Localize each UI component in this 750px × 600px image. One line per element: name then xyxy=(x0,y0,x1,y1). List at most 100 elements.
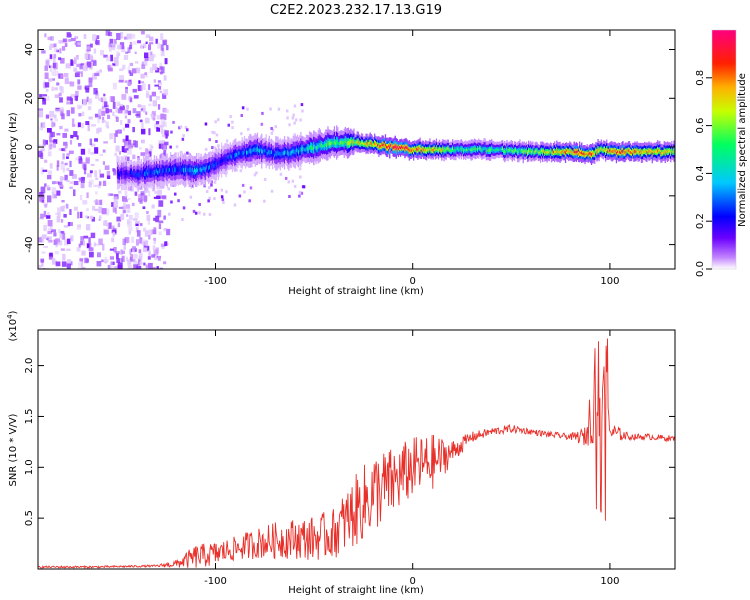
ridge-cell xyxy=(575,150,577,154)
noise-speckle xyxy=(44,204,48,208)
noise-speckle xyxy=(38,144,42,147)
ridge-cell xyxy=(488,148,491,152)
ridge-cell xyxy=(248,149,250,155)
noise-speckle xyxy=(144,57,149,61)
noise-speckle xyxy=(160,113,165,120)
ridge-cell xyxy=(124,173,126,178)
noise-speckle xyxy=(151,204,155,209)
noise-speckle xyxy=(94,113,99,118)
noise-speckle xyxy=(131,236,135,243)
noise-speckle xyxy=(52,142,56,149)
noise-speckle xyxy=(134,253,138,259)
ridge-cell xyxy=(250,148,252,154)
noise-speckle xyxy=(121,94,127,100)
noise-speckle xyxy=(153,196,158,199)
noise-speckle xyxy=(46,215,51,219)
noise-speckle xyxy=(155,215,160,223)
noise-speckle xyxy=(147,262,153,269)
noise-speckle xyxy=(140,190,146,196)
ridge-cell xyxy=(483,147,485,150)
noise-speckle xyxy=(270,189,274,193)
noise-speckle xyxy=(136,266,142,269)
noise-speckle xyxy=(90,163,95,166)
ridge-cell xyxy=(645,150,647,154)
ridge-cell xyxy=(151,171,153,175)
noise-speckle xyxy=(41,144,45,151)
noise-speckle xyxy=(45,114,50,119)
ridge-cell xyxy=(252,148,254,152)
noise-speckle xyxy=(107,193,110,197)
ridge-cell xyxy=(519,148,521,152)
top-y-tick-label: 0 xyxy=(24,144,35,150)
ridge-cell xyxy=(541,149,543,152)
ridge-cell xyxy=(409,149,411,152)
noise-speckle xyxy=(76,224,81,230)
ridge-cell xyxy=(176,168,178,173)
ridge-cell xyxy=(216,161,218,166)
noise-speckle xyxy=(51,258,56,265)
top-x-axis-label: Height of straight line (km) xyxy=(288,286,424,297)
ridge-cell xyxy=(167,169,170,173)
ridge-cell xyxy=(565,149,568,152)
noise-speckle xyxy=(97,252,101,258)
ridge-cell xyxy=(607,150,609,153)
noise-speckle xyxy=(88,179,94,185)
ridge-cell xyxy=(198,167,200,172)
noise-speckle xyxy=(42,95,46,99)
ridge-cell xyxy=(193,168,196,173)
noise-speckle xyxy=(157,256,161,261)
ridge-cell xyxy=(477,147,479,151)
noise-speckle xyxy=(79,195,83,201)
ridge-cell xyxy=(443,149,445,153)
noise-speckle xyxy=(70,235,74,242)
ridge-cell xyxy=(423,149,426,152)
noise-speckle xyxy=(74,42,77,46)
noise-speckle xyxy=(156,195,161,200)
noise-speckle xyxy=(148,252,151,260)
ridge-cell xyxy=(175,166,177,172)
noise-speckle xyxy=(64,43,68,47)
noise-speckle xyxy=(210,180,213,184)
noise-speckle xyxy=(148,151,152,157)
noise-speckle xyxy=(152,53,156,58)
noise-speckle xyxy=(83,235,89,239)
ridge-cell xyxy=(672,151,674,154)
ridge-cell xyxy=(577,153,580,156)
ridge-cell xyxy=(482,148,484,151)
noise-speckle xyxy=(95,191,98,195)
noise-speckle xyxy=(101,119,106,123)
ridge-cell xyxy=(638,150,640,154)
noise-speckle xyxy=(125,86,128,94)
ridge-cell xyxy=(571,151,573,154)
ridge-cell xyxy=(466,148,468,151)
ridge-cell xyxy=(660,152,662,155)
noise-speckle xyxy=(128,214,133,220)
noise-speckle xyxy=(80,123,85,129)
ridge-cell xyxy=(436,148,439,152)
noise-speckle xyxy=(53,114,57,119)
noise-speckle xyxy=(98,218,101,221)
noise-speckle xyxy=(143,60,148,66)
noise-speckle xyxy=(131,68,137,74)
noise-speckle xyxy=(51,121,54,128)
ridge-cell xyxy=(174,167,176,173)
noise-speckle xyxy=(69,81,75,87)
bottom-x-tick-label: -100 xyxy=(204,576,227,587)
ridge-cell xyxy=(404,147,406,150)
noise-speckle xyxy=(69,160,72,168)
ridge-cell xyxy=(303,147,305,151)
noise-speckle xyxy=(39,110,44,118)
ridge-cell xyxy=(362,141,364,145)
noise-speckle xyxy=(71,124,76,127)
noise-speckle xyxy=(82,99,87,106)
ridge-cell xyxy=(329,142,331,147)
ridge-cell xyxy=(561,150,563,153)
ridge-cell xyxy=(526,151,529,155)
noise-speckle xyxy=(119,42,125,50)
noise-speckle xyxy=(177,199,180,203)
noise-speckle xyxy=(125,204,131,209)
ridge-cell xyxy=(654,150,657,154)
noise-speckle xyxy=(77,79,81,85)
noise-speckle xyxy=(47,36,52,41)
noise-speckle xyxy=(157,104,161,110)
